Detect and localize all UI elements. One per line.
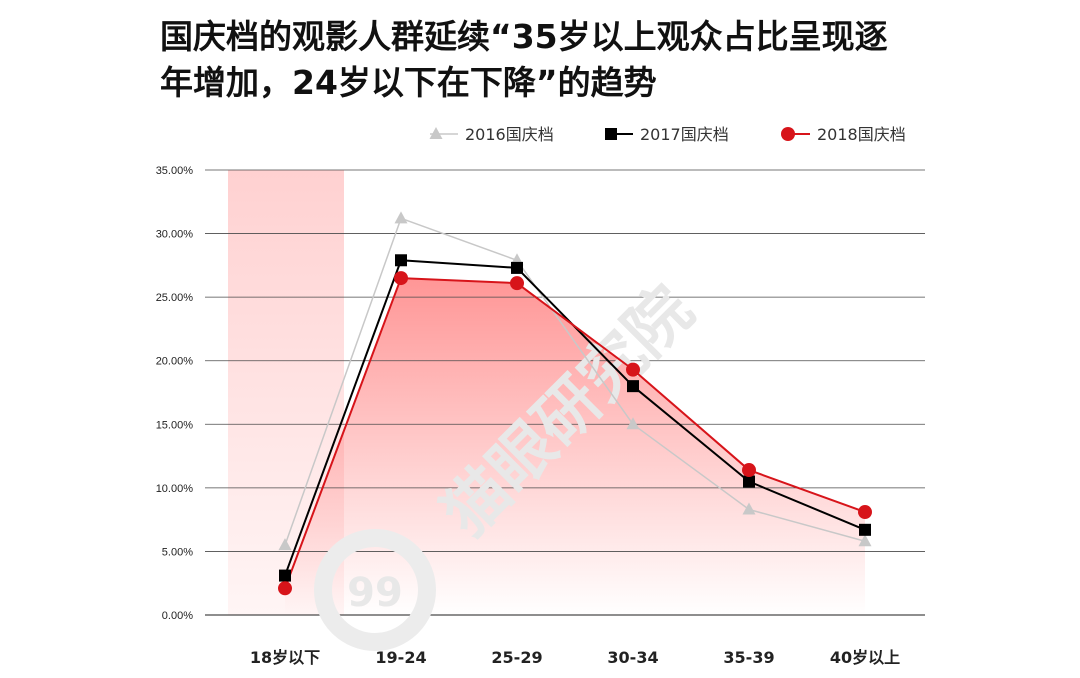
y-tick-label: 20.00% (156, 356, 194, 368)
legend-marker (605, 128, 617, 140)
series-1-point (627, 380, 639, 393)
legend-label: 2017国庆档 (640, 125, 729, 144)
series-2018-area (285, 278, 865, 615)
chart-title: 国庆档的观影人群延续“35岁以上观众占比呈现逐 年增加，24岁以下在下降”的趋势 (160, 14, 1060, 106)
chart-title-line-1: 国庆档的观影人群延续“35岁以上观众占比呈现逐 (160, 17, 888, 56)
y-tick-label: 10.00% (156, 483, 194, 495)
x-tick-label: 30-34 (607, 648, 658, 667)
y-tick-label: 15.00% (156, 419, 194, 431)
y-tick-label: 5.00% (162, 546, 193, 558)
series-0-point (394, 211, 408, 224)
y-tick-label: 0.00% (162, 610, 193, 622)
x-tick-label: 19-24 (375, 648, 426, 667)
x-tick-label: 25-29 (491, 648, 542, 667)
legend-label: 2018国庆档 (817, 125, 906, 144)
y-tick-label: 30.00% (156, 229, 194, 241)
series-0-point (858, 534, 872, 547)
series-1-point (511, 261, 523, 274)
legend-marker (429, 127, 443, 139)
x-tick-label: 40岁以上 (830, 648, 900, 667)
series-1-point (395, 254, 407, 267)
series-2-point (278, 581, 292, 596)
series-line-2 (284, 277, 866, 589)
series-2-point (858, 505, 872, 520)
series-0-point (278, 538, 292, 551)
series-1-point (279, 569, 291, 582)
series-0-point (742, 502, 756, 515)
series-0-point (626, 417, 640, 430)
series-1-point (743, 475, 755, 488)
series-2-point (394, 271, 408, 286)
series-1-point (859, 523, 871, 536)
legend-label: 2016国庆档 (465, 125, 554, 144)
chart-title-line-2: 年增加，24岁以下在下降”的趋势 (160, 63, 657, 102)
y-tick-label: 25.00% (156, 292, 194, 304)
series-line-0 (284, 217, 866, 546)
watermark-badge-icon (314, 529, 436, 651)
series-2-point (742, 463, 756, 478)
series-2-point (626, 362, 640, 377)
x-tick-label: 35-39 (723, 648, 774, 667)
legend-marker (781, 127, 795, 141)
x-tick-label: 18岁以下 (250, 648, 320, 667)
y-tick-label: 35.00% (156, 165, 194, 177)
series-2-point (510, 276, 524, 291)
watermark-badge-text: 99 (347, 570, 403, 616)
